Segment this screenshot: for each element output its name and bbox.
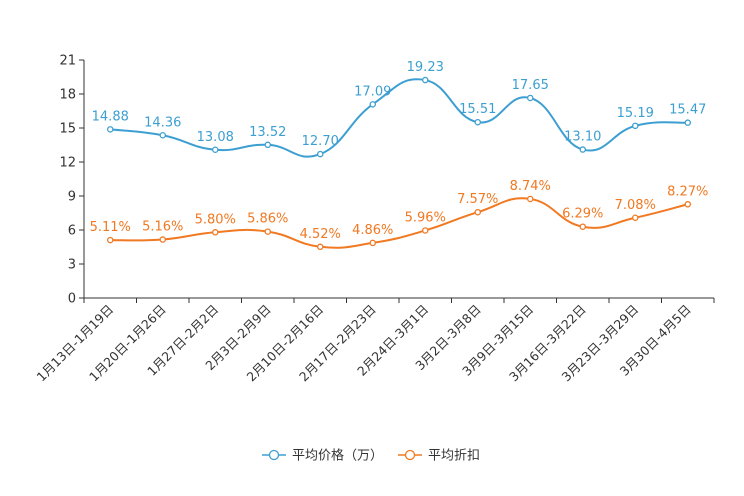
- data-point[interactable]: [264, 141, 271, 149]
- data-label: 5.86%: [247, 212, 288, 227]
- data-label: 13.10: [564, 130, 601, 145]
- series-group: 14.88 14.36 13.08 13.52 12.70 17.09 19.23 15.51…: [90, 60, 708, 251]
- y-tick-label: 12: [59, 156, 76, 171]
- data-label: 17.09: [354, 84, 391, 99]
- data-point[interactable]: [632, 214, 639, 222]
- data-label: 15.51: [459, 102, 496, 117]
- data-label: 5.16%: [142, 220, 183, 235]
- data-label: 4.52%: [300, 227, 341, 242]
- legend-marker-icon: [268, 449, 280, 461]
- data-point[interactable]: [316, 243, 324, 251]
- y-tick-label: 6: [68, 224, 76, 239]
- data-point[interactable]: [107, 126, 114, 133]
- data-label: 12.70: [302, 134, 339, 149]
- data-label: 13.52: [249, 125, 286, 140]
- data-label: 5.11%: [90, 220, 131, 235]
- y-tick-label: 3: [68, 258, 76, 273]
- series-0: 14.88 14.36 13.08 13.52 12.70 17.09 19.23 15.51…: [92, 60, 706, 158]
- y-tick-label: 18: [59, 88, 76, 103]
- data-label: 14.88: [92, 109, 129, 124]
- legend-item-0[interactable]: 平均价格（万）: [262, 448, 383, 464]
- data-label: 19.23: [407, 60, 444, 75]
- legend[interactable]: 平均价格（万） 平均折扣: [262, 448, 480, 464]
- series-1: 5.11% 5.16% 5.80% 5.86% 4.52% 4.86% 5.96% 7.57%…: [90, 179, 708, 251]
- legend-item-1[interactable]: 平均折扣: [398, 449, 480, 464]
- data-label: 17.65: [512, 78, 549, 93]
- legend-label: 平均折扣: [428, 449, 480, 464]
- y-tick-label: 9: [68, 190, 76, 205]
- y-tick-label: 21: [59, 54, 76, 69]
- data-point[interactable]: [264, 228, 271, 235]
- data-point[interactable]: [632, 122, 639, 130]
- data-point[interactable]: [684, 119, 692, 126]
- legend-marker-icon: [404, 449, 416, 461]
- data-point[interactable]: [527, 195, 534, 203]
- data-point[interactable]: [316, 150, 324, 158]
- data-label: 6.29%: [562, 207, 603, 222]
- data-label: 7.08%: [615, 198, 656, 213]
- data-point[interactable]: [421, 227, 429, 234]
- series-line: [110, 78, 688, 158]
- data-point[interactable]: [211, 146, 219, 154]
- series-line: [110, 197, 688, 249]
- y-tick-label: 15: [59, 122, 76, 137]
- data-label: 5.96%: [405, 210, 446, 225]
- y-tick-label: 0: [68, 292, 76, 307]
- data-point[interactable]: [369, 101, 376, 108]
- data-label: 13.08: [197, 130, 234, 145]
- data-point[interactable]: [369, 239, 376, 247]
- data-label: 14.36: [144, 115, 181, 130]
- data-label: 8.27%: [667, 184, 708, 199]
- data-point[interactable]: [579, 223, 587, 230]
- data-point[interactable]: [421, 76, 429, 84]
- data-point[interactable]: [159, 132, 166, 139]
- data-point[interactable]: [579, 146, 587, 153]
- data-point[interactable]: [474, 208, 481, 216]
- data-point[interactable]: [107, 236, 114, 244]
- data-point[interactable]: [527, 94, 534, 102]
- data-label: 7.57%: [457, 192, 498, 207]
- data-label: 8.74%: [510, 179, 551, 194]
- data-point[interactable]: [474, 118, 481, 126]
- data-label: 4.86%: [352, 223, 393, 238]
- data-point[interactable]: [159, 236, 166, 243]
- legend-label: 平均价格（万）: [292, 448, 383, 464]
- data-label: 15.47: [669, 103, 706, 118]
- data-point[interactable]: [211, 229, 219, 236]
- data-label: 5.80%: [195, 212, 236, 227]
- data-label: 15.19: [617, 106, 654, 121]
- data-point[interactable]: [684, 201, 692, 208]
